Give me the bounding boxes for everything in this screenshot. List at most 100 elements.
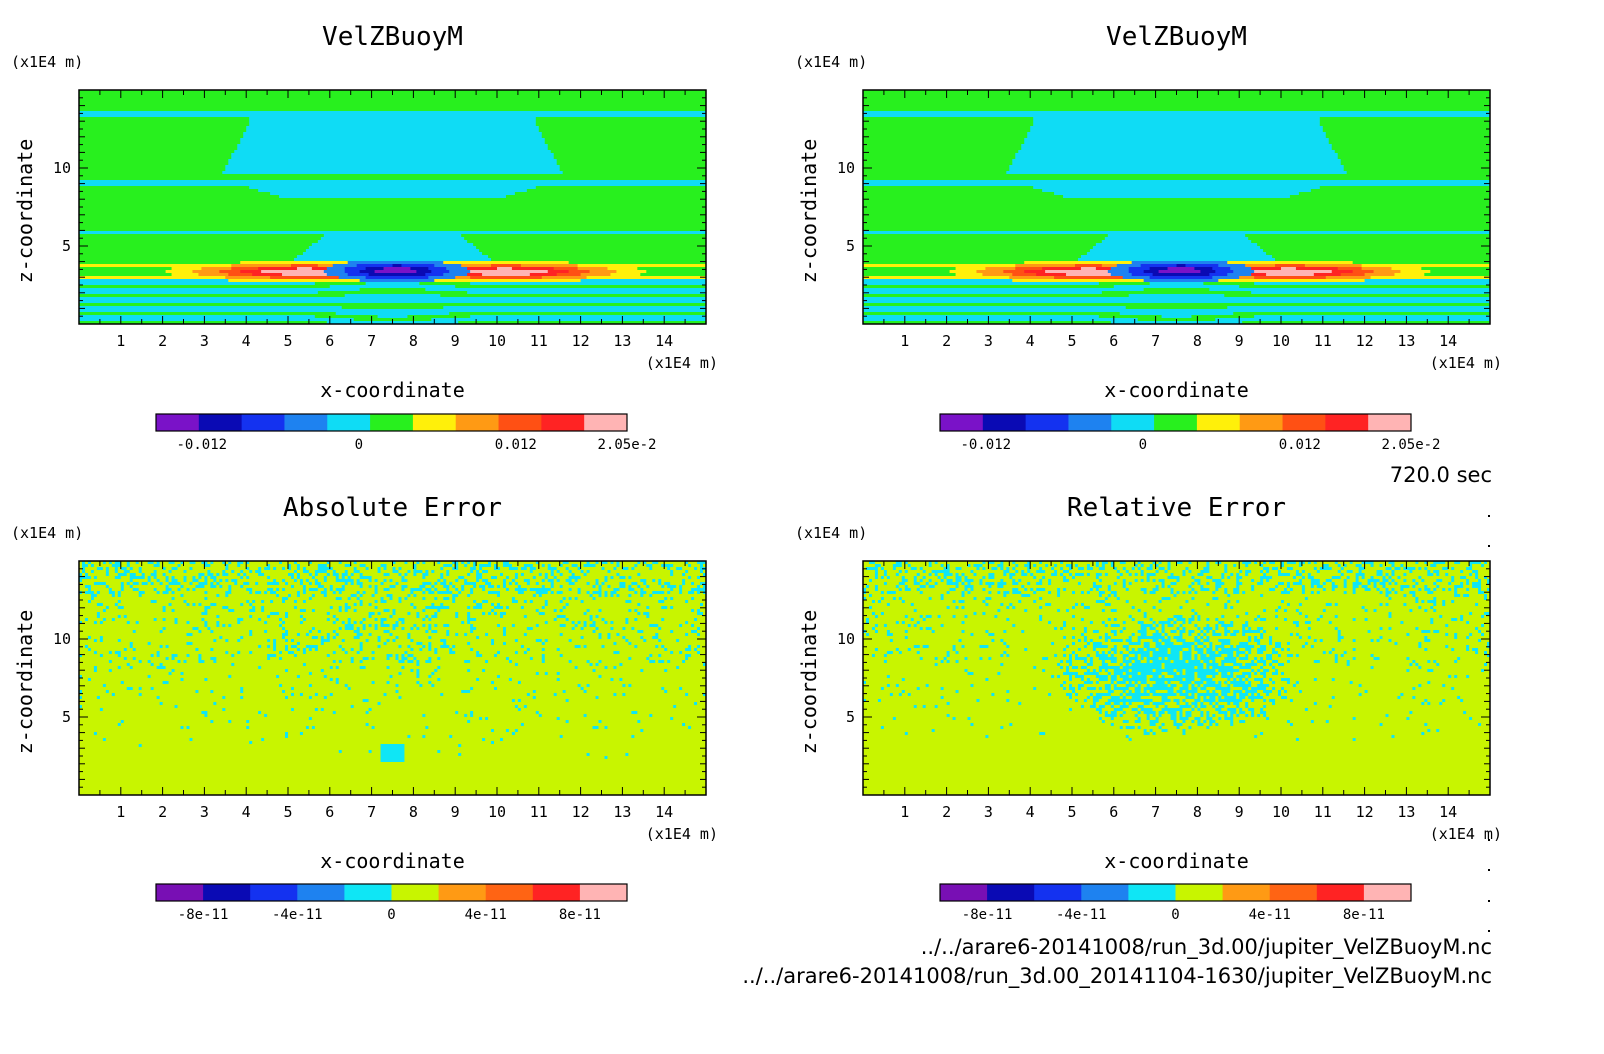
heatmap-cell bbox=[353, 636, 361, 640]
heatmap-cell bbox=[249, 630, 253, 634]
heatmap-cell bbox=[1260, 576, 1273, 580]
heatmap-cell bbox=[607, 636, 612, 640]
heatmap-cell bbox=[1397, 591, 1410, 595]
heatmap-cell bbox=[398, 618, 406, 622]
heatmap-cell bbox=[658, 639, 662, 643]
heatmap-cell bbox=[625, 576, 629, 580]
heatmap-cell bbox=[240, 564, 268, 568]
heatmap-cell bbox=[1292, 576, 1297, 580]
heatmap-cell bbox=[79, 183, 706, 187]
heatmap-cell bbox=[81, 621, 95, 625]
heatmap-cell bbox=[1125, 306, 1228, 310]
heatmap-cell bbox=[556, 615, 567, 619]
heatmap-cell bbox=[1286, 603, 1291, 607]
heatmap-cell bbox=[308, 726, 313, 730]
heatmap-cell bbox=[1400, 588, 1405, 592]
heatmap-cell bbox=[1003, 567, 1007, 571]
heatmap-cell bbox=[225, 564, 229, 568]
heatmap-cell bbox=[467, 573, 471, 577]
heatmap-cell bbox=[544, 621, 549, 625]
heatmap-cell bbox=[613, 576, 621, 580]
heatmap-cell bbox=[550, 570, 555, 574]
heatmap-cell bbox=[601, 591, 606, 595]
heatmap-cell bbox=[1185, 567, 1190, 571]
heatmap-cell bbox=[398, 582, 423, 586]
heatmap-cell bbox=[79, 222, 706, 226]
heatmap-cell bbox=[129, 579, 134, 583]
heatmap-cell bbox=[171, 588, 179, 592]
heatmap-cell bbox=[1331, 579, 1345, 583]
heatmap-cell bbox=[604, 645, 635, 649]
heatmap-cell bbox=[267, 645, 271, 649]
heatmap-cell bbox=[213, 660, 217, 664]
heatmap-cell bbox=[508, 576, 516, 580]
heatmap-cell bbox=[544, 660, 570, 664]
heatmap-cell bbox=[565, 567, 570, 571]
heatmap-cell bbox=[99, 654, 104, 658]
heatmap-cell bbox=[219, 621, 238, 625]
heatmap-cell bbox=[180, 672, 185, 676]
heatmap-cell bbox=[308, 684, 313, 688]
heatmap-cell bbox=[874, 564, 882, 568]
heatmap-cell bbox=[1481, 585, 1490, 589]
heatmap-cell bbox=[117, 594, 122, 598]
heatmap-cell bbox=[1316, 618, 1321, 622]
heatmap-cell bbox=[1251, 273, 1267, 277]
heatmap-cell bbox=[1179, 606, 1184, 610]
heatmap-cell bbox=[150, 600, 158, 604]
heatmap-cell bbox=[1224, 567, 1228, 571]
heatmap-cell bbox=[79, 312, 337, 316]
heatmap-cell bbox=[428, 645, 432, 649]
heatmap-cell bbox=[108, 690, 197, 694]
heatmap-cell bbox=[476, 579, 480, 583]
heatmap-cell bbox=[1054, 567, 1061, 571]
heatmap-cell bbox=[392, 570, 400, 574]
heatmap-cell bbox=[583, 600, 626, 604]
heatmap-cell bbox=[282, 651, 289, 655]
heatmap-cell bbox=[1278, 606, 1282, 610]
heatmap-cell bbox=[1119, 312, 1234, 316]
heatmap-cell bbox=[440, 639, 447, 643]
heatmap-cell bbox=[877, 588, 900, 592]
heatmap-cell bbox=[90, 576, 95, 580]
heatmap-cell bbox=[568, 597, 573, 601]
heatmap-cell bbox=[79, 231, 706, 235]
heatmap-cell bbox=[210, 564, 226, 568]
heatmap-cell bbox=[258, 567, 262, 571]
heatmap-cell bbox=[925, 570, 933, 574]
heatmap-cell bbox=[907, 615, 921, 619]
heatmap-cell bbox=[568, 582, 576, 586]
heatmap-cell bbox=[413, 669, 417, 673]
heatmap-cell bbox=[703, 591, 706, 595]
heatmap-cell bbox=[455, 633, 459, 637]
heatmap-cell bbox=[863, 117, 1034, 121]
heatmap-cell bbox=[592, 618, 603, 622]
heatmap-cell bbox=[1281, 606, 1363, 610]
heatmap-cell bbox=[1060, 591, 1073, 595]
heatmap-cell bbox=[1343, 573, 1357, 577]
heatmap-cell bbox=[497, 675, 501, 679]
heatmap-cell bbox=[282, 567, 286, 571]
heatmap-cell bbox=[1484, 561, 1488, 565]
heatmap-cell bbox=[189, 582, 194, 586]
heatmap-cell bbox=[317, 567, 334, 571]
heatmap-cell bbox=[553, 693, 558, 697]
heatmap-cell bbox=[353, 657, 364, 661]
heatmap-cell bbox=[189, 621, 205, 625]
heatmap-cell bbox=[401, 576, 406, 580]
heatmap-cell bbox=[961, 573, 966, 577]
heatmap-cell bbox=[1233, 606, 1279, 610]
heatmap-cell bbox=[625, 621, 629, 625]
heatmap-cell bbox=[1424, 567, 1428, 571]
heatmap-cell bbox=[505, 642, 543, 646]
heatmap-cell bbox=[586, 645, 603, 649]
heatmap-cell bbox=[670, 570, 674, 574]
heatmap-cell bbox=[344, 627, 355, 631]
heatmap-cell bbox=[646, 657, 650, 661]
heatmap-cell bbox=[538, 561, 564, 565]
heatmap-cell bbox=[1224, 591, 1228, 595]
heatmap-cell bbox=[1478, 579, 1482, 583]
heatmap-cell bbox=[425, 561, 438, 565]
heatmap-cell bbox=[1391, 582, 1396, 586]
heatmap-cell bbox=[180, 588, 188, 592]
